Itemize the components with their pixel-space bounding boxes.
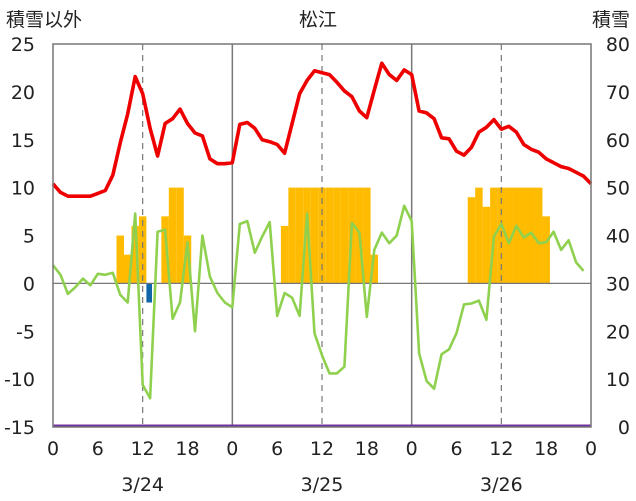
x-tick-label: 12 [131, 438, 155, 460]
right-tick-label: 20 [606, 321, 630, 343]
precip-bar [363, 187, 371, 284]
x-tick-label: 0 [47, 438, 59, 460]
date-label: 3/24 [121, 474, 164, 496]
right-tick-label: 60 [606, 130, 630, 152]
left-tick-label: 15 [11, 130, 35, 152]
precip-bar [183, 235, 192, 284]
precip-bar [303, 187, 311, 284]
precip-bar [168, 187, 177, 284]
left-tick-label: -15 [4, 417, 35, 439]
precip-bar [123, 254, 132, 284]
right-tick-label: 40 [606, 226, 630, 248]
date-label: 3/25 [301, 474, 344, 496]
grid-lines [53, 44, 591, 427]
right-tick-label: 0 [618, 417, 630, 439]
right-tick-label: 50 [606, 178, 630, 200]
x-tick-label: 0 [406, 438, 418, 460]
precip-bar [340, 187, 349, 284]
x-tick-label: 6 [92, 438, 104, 460]
right-tick-label: 10 [606, 369, 630, 391]
x-tick-label: 0 [226, 438, 238, 460]
x-tick-label: 18 [534, 438, 558, 460]
precip-bar [370, 254, 379, 284]
left-tick-label: -10 [4, 369, 35, 391]
left-tick-label: 25 [11, 34, 35, 56]
precip-bar [146, 283, 153, 303]
series-lines [51, 61, 593, 428]
left-tick-label: 10 [11, 178, 35, 200]
precip-bar [161, 216, 169, 284]
precip-bar [131, 225, 139, 284]
x-tick-label: 18 [355, 438, 379, 460]
left-tick-label: 0 [23, 273, 35, 295]
precip-bar [138, 216, 147, 284]
left-axis-label: 積雪以外 [6, 9, 82, 31]
precip-bar [534, 187, 543, 284]
precip-bar [482, 206, 491, 284]
left-tick-label: -5 [16, 321, 35, 343]
precip-bar [295, 187, 304, 284]
precip-bar [467, 197, 476, 284]
wind-line [51, 204, 585, 400]
right-tick-label: 70 [606, 82, 630, 104]
precip-bar [512, 187, 521, 284]
precip-bar [542, 216, 550, 284]
x-tick-label: 12 [489, 438, 513, 460]
right-tick-label: 30 [606, 273, 630, 295]
precip-bar [280, 225, 289, 284]
left-tick-label: 20 [11, 82, 35, 104]
precip-bar [176, 187, 184, 284]
plot-frame [52, 43, 592, 428]
temperature-line [51, 61, 593, 198]
x-tick-label: 6 [271, 438, 283, 460]
precip-bar [116, 235, 124, 284]
plot-border [52, 43, 592, 428]
precip-bar [333, 187, 341, 284]
x-tick-label: 12 [310, 438, 334, 460]
precip-bar [288, 187, 296, 284]
precip-bar [325, 187, 334, 284]
precip-bar [505, 187, 513, 284]
right-tick-label: 80 [606, 34, 630, 56]
right-axis-label: 積雪 [592, 9, 630, 31]
x-tick-label: 6 [450, 438, 462, 460]
date-label: 3/26 [480, 474, 523, 496]
chart-title: 松江 [299, 9, 337, 31]
precip-bar [475, 187, 483, 284]
left-tick-label: 5 [23, 226, 35, 248]
precip-bar [527, 187, 535, 284]
precip-bar [310, 187, 319, 284]
x-tick-label: 0 [585, 438, 597, 460]
x-tick-label: 18 [175, 438, 199, 460]
